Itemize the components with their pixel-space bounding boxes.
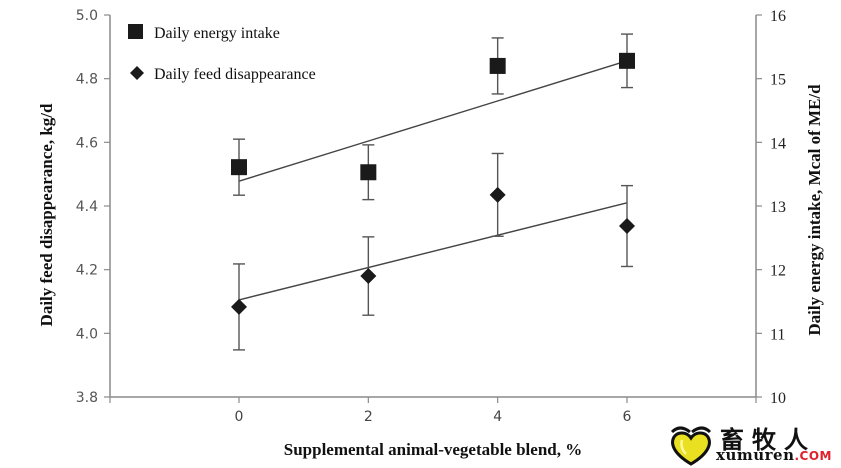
y-right-tick-label: 13 bbox=[770, 199, 786, 216]
y-left-tick-label: 4.8 bbox=[76, 72, 98, 88]
feed-diamond-marker bbox=[231, 298, 247, 315]
y-right-tick-label: 14 bbox=[770, 135, 786, 152]
x-tick-label: 4 bbox=[493, 409, 502, 425]
energy-square-marker bbox=[231, 159, 247, 176]
legend-square-icon bbox=[128, 24, 143, 39]
legend: Daily energy intake Daily feed disappear… bbox=[128, 24, 316, 83]
y-right-tick-label: 16 bbox=[770, 8, 786, 25]
y-axis-left-title: Daily feed disappearance, kg/d bbox=[37, 103, 56, 326]
watermark-site-name: xumuren bbox=[716, 446, 795, 464]
y-left-tick-label: 4.0 bbox=[76, 326, 98, 342]
y-left-tick-label: 3.8 bbox=[76, 390, 98, 406]
energy-square-marker bbox=[360, 164, 377, 181]
energy-square-marker bbox=[619, 52, 635, 69]
trendline-energy bbox=[238, 60, 628, 182]
feed-diamond-marker bbox=[360, 268, 377, 285]
feed-diamond-marker bbox=[619, 218, 635, 235]
y-axis-right-title: Daily energy intake, Mcal of ME/d bbox=[805, 84, 824, 336]
y-right-tick-label: 15 bbox=[770, 72, 786, 89]
watermark-domain: .COM bbox=[794, 449, 832, 463]
legend-diamond-icon bbox=[130, 66, 144, 80]
x-axis-title: Supplemental animal-vegetable blend, % bbox=[284, 440, 582, 459]
y-left-tick-label: 4.4 bbox=[76, 199, 98, 215]
energy-square-marker bbox=[489, 57, 506, 74]
data-markers bbox=[231, 52, 635, 315]
y-left-tick-label: 4.2 bbox=[76, 263, 98, 279]
x-tick-label: 6 bbox=[623, 409, 632, 425]
trendlines bbox=[238, 60, 628, 301]
legend-label-feed: Daily feed disappearance bbox=[154, 66, 316, 83]
x-tick-label: 2 bbox=[364, 409, 373, 425]
legend-label-energy: Daily energy intake bbox=[154, 25, 280, 42]
y-left-tick-label: 5.0 bbox=[76, 8, 98, 24]
watermark-chinese-text: 畜牧人 bbox=[720, 426, 816, 454]
watermark: 畜牧人 xumuren.COM bbox=[668, 422, 838, 466]
y-left-tick-label: 4.6 bbox=[76, 135, 98, 151]
heart-logo-icon bbox=[670, 426, 712, 466]
x-tick-label: 0 bbox=[235, 409, 244, 425]
feed-diamond-marker bbox=[489, 186, 506, 203]
y-right-tick-label: 11 bbox=[770, 326, 785, 343]
ticks: 3.8 4.0 4.2 4.4 4.6 4.8 5.0 10 11 12 13 14 15 16 0 2 4 6 bbox=[76, 8, 786, 425]
y-right-tick-label: 12 bbox=[770, 263, 786, 280]
y-right-tick-label: 10 bbox=[770, 390, 786, 407]
watermark-site-text: xumuren.COM bbox=[716, 446, 832, 464]
trendline-feed bbox=[238, 202, 628, 301]
